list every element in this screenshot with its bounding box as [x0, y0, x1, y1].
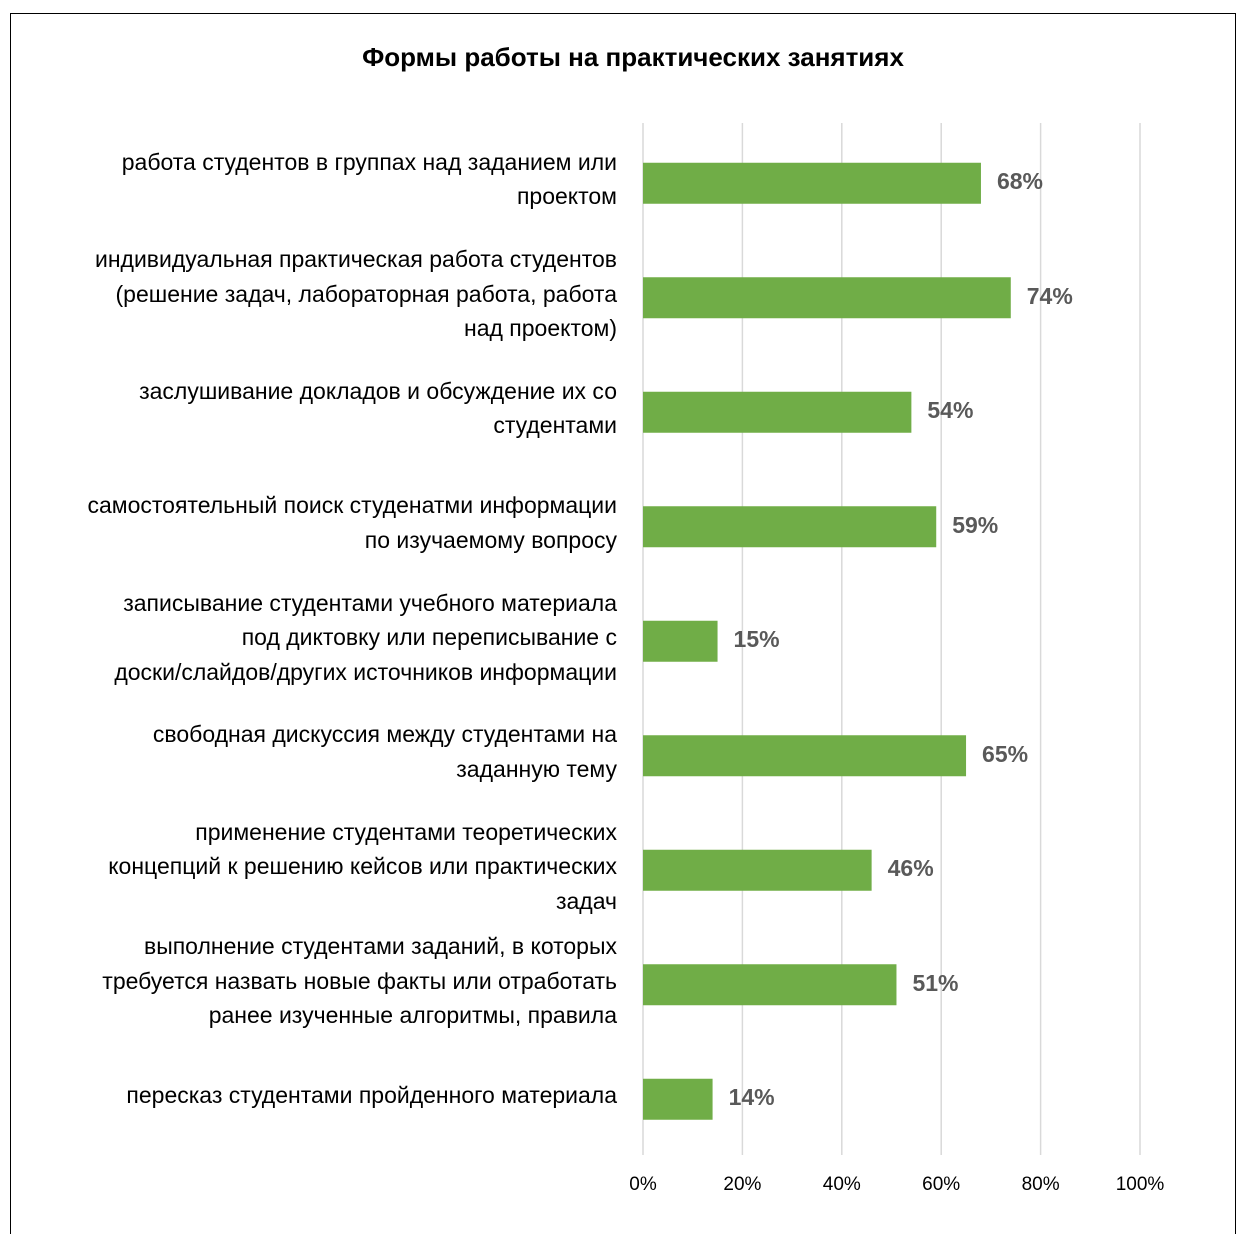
category-label: пересказ студентами пройденного материал…	[17, 1078, 617, 1113]
data-label: 59%	[952, 511, 999, 538]
category-label-line: над проектом)	[464, 315, 617, 341]
category-label: заслушивание докладов и обсуждение их со…	[17, 374, 617, 443]
chart-frame	[10, 13, 1236, 1234]
category-label-line: по изучаемому вопросу	[364, 526, 617, 553]
category-label-line: применение студентами теоретических	[195, 818, 617, 845]
bar	[643, 1078, 713, 1120]
category-label-line: свободная дискуссия между студентами на	[152, 721, 617, 748]
data-label: 68%	[996, 168, 1043, 195]
data-label: 15%	[733, 626, 780, 653]
x-tick-label: 40%	[822, 1174, 861, 1195]
data-label: 65%	[982, 740, 1029, 767]
x-tick-label: 100%	[1115, 1174, 1165, 1195]
category-label-line: записывание студентами учебного материал…	[123, 589, 617, 616]
category-label-line: студентами	[493, 412, 617, 439]
category-label: самостоятельный поиск студенатми информа…	[17, 488, 617, 557]
category-label-line: доски/слайдов/других источников информац…	[114, 658, 617, 685]
bar	[643, 391, 912, 433]
category-label-line: задач	[555, 887, 617, 914]
bar	[643, 506, 937, 548]
bar	[643, 620, 718, 662]
bar	[643, 162, 981, 204]
category-label-line: работа студентов в группах над заданием …	[121, 148, 617, 175]
category-label-line: пересказ студентами пройденного материал…	[126, 1082, 617, 1108]
data-label: 54%	[927, 397, 974, 424]
data-label: 74%	[1026, 282, 1073, 309]
x-tick-label: 60%	[922, 1174, 961, 1195]
bar	[643, 735, 967, 777]
category-label-line: (решение задач, лабораторная работа, раб…	[115, 280, 617, 307]
category-label-line: выполнение студентами заданий, в которых	[143, 933, 617, 959]
category-label-line: под диктовку или переписывание с	[241, 624, 617, 650]
data-label: 51%	[912, 969, 959, 996]
x-tick-label: 20%	[723, 1174, 762, 1195]
category-label-line: индивидуальная практическая работа студе…	[94, 246, 617, 272]
x-tick-label: 80%	[1021, 1174, 1060, 1195]
category-label: выполнение студентами заданий, в которых…	[17, 929, 617, 1033]
category-label-line: заданную тему	[456, 755, 617, 782]
category-label-line: проектом	[516, 183, 617, 210]
category-label: применение студентами теоретических конце…	[17, 815, 617, 919]
data-label: 46%	[887, 855, 934, 882]
bar	[643, 849, 872, 891]
category-label-line: требуется назвать новые факты или отрабо…	[102, 967, 617, 994]
bar	[643, 277, 1011, 319]
category-label-line: ранее изученные алгоритмы, правила	[208, 1002, 617, 1028]
category-label: индивидуальная практическая работа студе…	[17, 242, 617, 346]
category-label-line: самостоятельный поиск студенатми информа…	[87, 492, 617, 519]
chart-title: Формы работы на практических занятиях	[362, 42, 904, 72]
category-label: работа студентов в группах над заданием …	[17, 145, 617, 214]
x-tick-label: 0%	[629, 1174, 657, 1195]
category-label-line: заслушивание докладов и обсуждение их со	[139, 377, 617, 404]
category-label: свободная дискуссия между студентами на з…	[17, 717, 617, 786]
category-label: записывание студентами учебного материал…	[17, 586, 617, 690]
category-label-line: концепций к решению кейсов или практичес…	[108, 853, 617, 879]
data-label: 14%	[728, 1084, 775, 1111]
bar	[643, 964, 897, 1006]
